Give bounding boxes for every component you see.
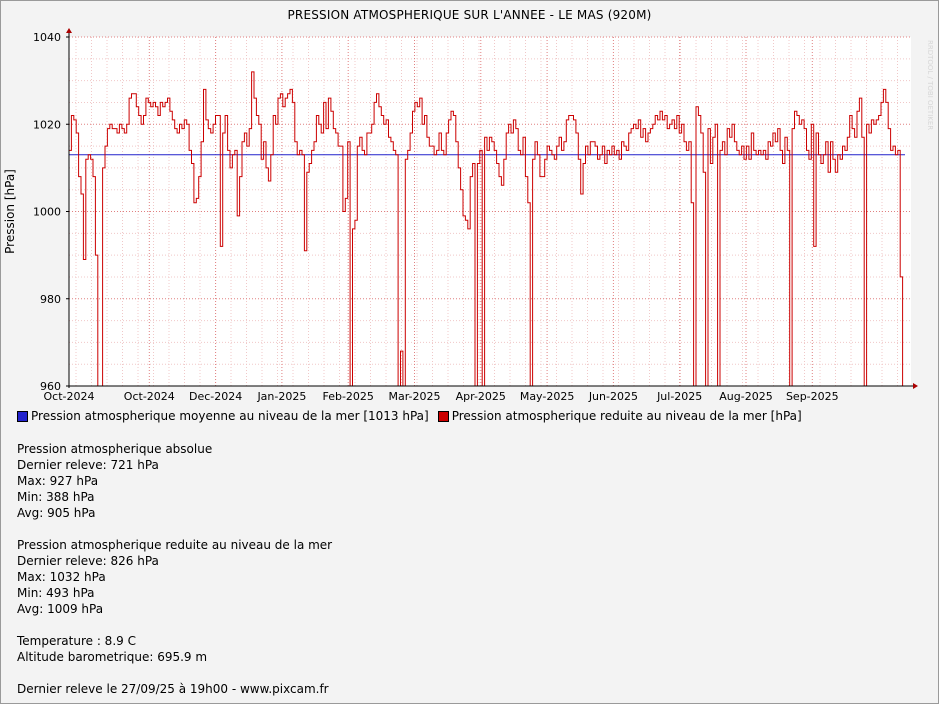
legend-swatch-red [437,410,449,422]
x-tick-label: Jul-2025 [656,390,702,403]
stats-other: Temperature : 8.9 C Altitude barometriqu… [17,633,332,665]
y-tick-label: 1040 [33,31,61,44]
temperature-text: Temperature : 8.9 C [17,634,136,648]
red-avg: Avg: 1009 hPa [17,602,104,616]
red-max: Max: 1032 hPa [17,570,106,584]
altitude-text: Altitude barometrique: 695.9 m [17,650,208,664]
x-tick-label: Sep-2025 [786,390,839,403]
x-tick-label: May-2025 [520,390,575,403]
x-tick-label: Dec-2024 [189,390,242,403]
abs-title: Pression atmospherique absolue [17,442,213,456]
red-min: Min: 493 hPa [17,586,95,600]
x-tick-label: Jun-2025 [588,390,638,403]
abs-avg: Avg: 905 hPa [17,506,96,520]
abs-max: Max: 927 hPa [17,474,99,488]
chart-legend: Pression atmospherique moyenne au niveau… [17,409,811,423]
abs-last: Dernier releve: 721 hPa [17,458,159,472]
x-tick-label: Oct-2024 [124,390,175,403]
pressure-series-line [69,71,905,387]
stats-absolute: Pression atmospherique absolue Dernier r… [17,441,332,521]
legend-item-reduced: Pression atmospherique reduite au niveau… [437,409,802,423]
legend-label-reduced: Pression atmospherique reduite au niveau… [451,409,802,423]
red-title: Pression atmospherique reduite au niveau… [17,538,333,552]
stats-panel: Pression atmospherique absolue Dernier r… [17,441,332,697]
legend-item-mean: Pression atmospherique moyenne au niveau… [17,409,429,423]
legend-label-mean: Pression atmospherique moyenne au niveau… [31,409,429,423]
x-tick-label: Feb-2025 [322,390,373,403]
x-tick-label: Aug-2025 [719,390,772,403]
red-last: Dernier releve: 826 hPa [17,554,159,568]
y-tick-label: 1020 [33,118,61,131]
watermark: RRDTOOL / TOBI OETIKER [926,40,934,131]
y-tick-label: 1000 [33,206,61,219]
x-tick-label: Oct-2024 [44,390,95,403]
x-tick-label: Mar-2025 [388,390,440,403]
stats-reduced: Pression atmospherique reduite au niveau… [17,537,332,617]
y-axis-label: Pression [hPa] [3,169,17,254]
footer-text: Dernier releve le 27/09/25 à 19h00 - www… [17,682,329,696]
legend-swatch-blue [17,410,28,422]
pressure-chart: 960 980 1000 1020 1040 Oct-2024 Oct-2024 Dec-20… [3,28,918,403]
x-tick-label: Apr-2025 [456,390,506,403]
x-tick-label: Jan-2025 [256,390,306,403]
abs-min: Min: 388 hPa [17,490,95,504]
x-axis-arrow [913,383,918,389]
y-tick-label: 960 [40,380,61,393]
y-tick-label: 980 [40,293,61,306]
chart-title: PRESSION ATMOSPHERIQUE SUR L'ANNEE - LE … [287,8,652,22]
y-axis-arrow [66,28,72,33]
